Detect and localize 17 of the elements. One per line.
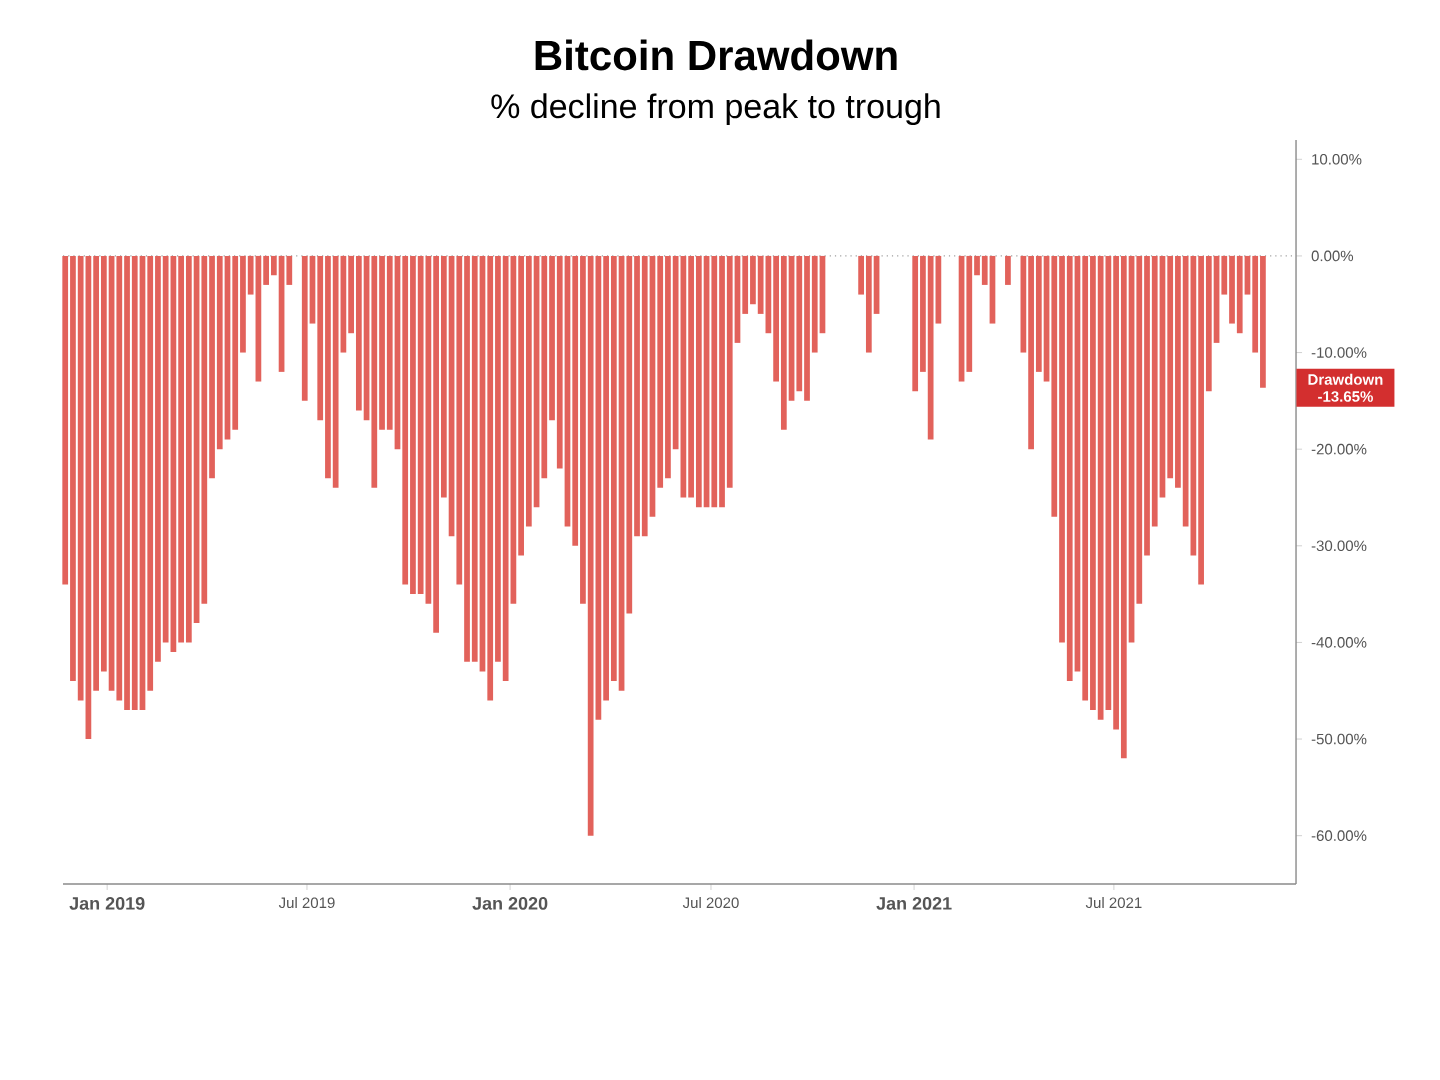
x-tick-label: Jan 2020 [472,897,548,910]
y-tick-label: -10.00% [1311,347,1367,358]
y-tick-label: -40.00% [1311,637,1367,648]
chart-title: Bitcoin Drawdown [535,39,897,71]
x-tick-label: Jul 2019 [278,897,335,909]
x-tick-label: Jan 2019 [69,897,145,910]
y-tick-label: -60.00% [1311,830,1367,841]
x-tick-label: Jan 2021 [876,897,952,910]
chart-subtitle: % decline from peak to trough [491,93,940,126]
y-tick-label: 0.00% [1311,250,1354,262]
text: Drawdown -13.65% [1308,373,1383,402]
y-tick-label: -50.00% [1311,733,1367,745]
y-tick-label: 10.00% [1312,154,1362,165]
y-tick-label: -30.00% [1311,540,1367,552]
x-tick-label: Jul 2020 [682,897,739,909]
y-tick-label: -20.00% [1311,443,1367,455]
x-tick-label: Jul 2021 [1085,897,1142,909]
